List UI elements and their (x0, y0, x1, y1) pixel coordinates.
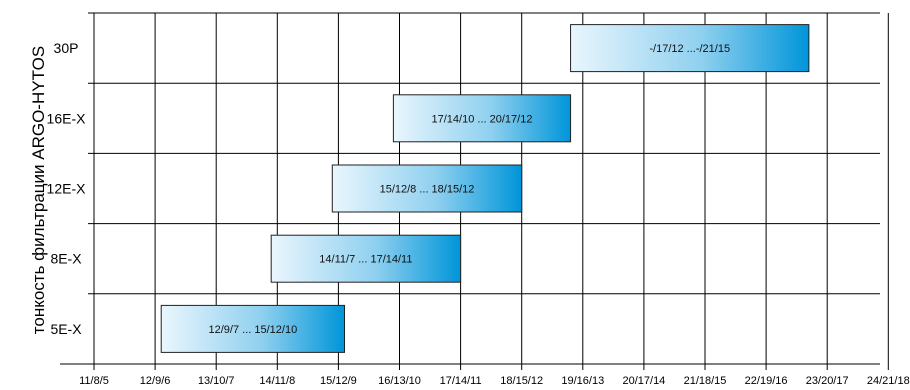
category-label: 12E-X (47, 181, 87, 197)
x-tick-label: 24/21/18 (867, 375, 910, 387)
category-label: 16E-X (47, 110, 87, 126)
x-tick-label: 18/15/12 (500, 375, 543, 387)
range-bar (270, 234, 462, 283)
range-bar-label: 12/9/7 ... 15/12/10 (209, 324, 298, 336)
x-tick-label: 20/17/14 (622, 375, 665, 387)
x-tick-label: 23/20/17 (806, 375, 849, 387)
range-bar-label: 15/12/8 ... 18/15/12 (380, 184, 475, 196)
range-bar (570, 24, 810, 73)
range-bar-label: 17/14/10 ... 20/17/12 (432, 113, 533, 125)
grid (60, 12, 889, 370)
category-label: 8E-X (50, 251, 82, 267)
range-bar (160, 304, 346, 353)
range-bar (392, 94, 572, 143)
y-axis-label: тонкость фильтрации ARGO-HYTOS (29, 46, 48, 334)
x-tick-label: 16/13/10 (378, 375, 421, 387)
x-tick-label: 12/9/6 (140, 375, 171, 387)
range-bars (160, 24, 810, 353)
x-tick-label: 13/10/7 (198, 375, 235, 387)
x-tick-label: 17/14/11 (440, 375, 482, 387)
x-tick-label: 22/19/16 (745, 375, 788, 387)
range-bar-label: 14/11/7 ... 17/14/11 (319, 254, 412, 266)
x-tick-label: 15/12/9 (320, 375, 357, 387)
x-tick-label: 21/18/15 (684, 375, 727, 387)
category-label: 5E-X (50, 321, 82, 337)
x-tick-label: 14/11/8 (259, 375, 295, 387)
labels: 11/8/5 12/9/6 13/10/7 14/11/8 15/12/9 16/13/1… (47, 40, 910, 387)
category-label: 30P (54, 40, 79, 56)
x-tick-label: 19/16/13 (561, 375, 604, 387)
range-bar-label: -/17/12 ...-/21/15 (649, 43, 730, 55)
range-bar (331, 164, 523, 213)
x-tick-label: 11/8/5 (79, 375, 109, 387)
